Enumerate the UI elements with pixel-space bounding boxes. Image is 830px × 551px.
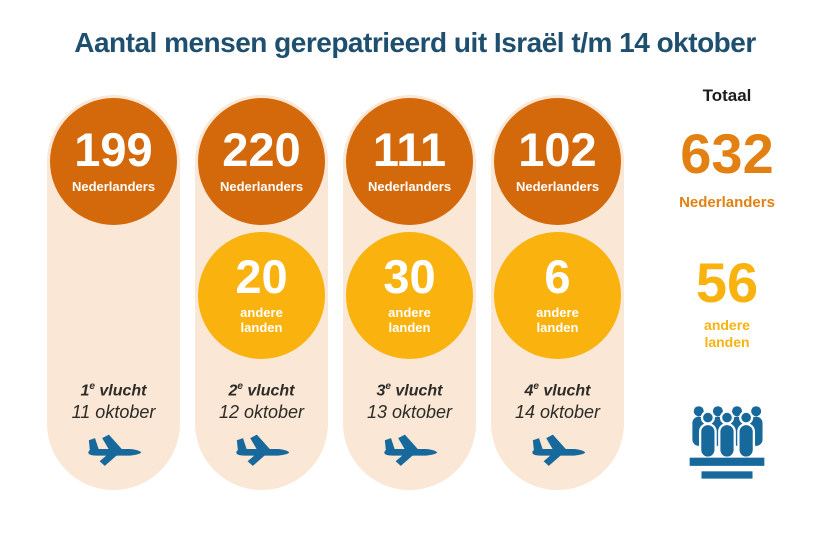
dutch-count: 220 bbox=[222, 123, 301, 177]
flight-columns: 199 Nederlanders 1e vlucht 11 oktober 22… bbox=[47, 95, 624, 490]
other-countries-circle: 20 andere landen bbox=[198, 232, 325, 359]
flight-ordinal-label: 3e vlucht bbox=[376, 380, 443, 399]
flight-ordinal-label: 2e vlucht bbox=[228, 380, 295, 399]
people-group-icon bbox=[689, 405, 765, 479]
total-dutch-label: Nederlanders bbox=[679, 194, 775, 211]
other-countries-label: andere landen bbox=[388, 305, 431, 336]
dutch-count: 111 bbox=[372, 123, 447, 177]
total-other-label: andere landen bbox=[704, 317, 750, 350]
dutch-count-label: Nederlanders bbox=[219, 178, 304, 194]
flight-info: 1e vlucht 11 oktober bbox=[72, 381, 156, 423]
flight-column-4: 102 Nederlanders 6 andere landen 4e vluc… bbox=[491, 95, 624, 490]
flight-info: 3e vlucht 13 oktober bbox=[367, 381, 452, 423]
flight-date: 14 oktober bbox=[514, 402, 601, 422]
flight-column-1: 199 Nederlanders 1e vlucht 11 oktober bbox=[47, 95, 180, 490]
plane-icon bbox=[383, 434, 437, 466]
dutch-count: 199 bbox=[74, 123, 153, 177]
dutch-count-circle: 220 Nederlanders bbox=[198, 98, 325, 225]
flight-ordinal-label: 4e vlucht bbox=[524, 380, 591, 399]
page-title: Aantal mensen gerepatrieerd uit Israël t… bbox=[74, 27, 756, 58]
other-countries-count: 30 bbox=[383, 249, 436, 303]
dutch-count: 102 bbox=[518, 123, 597, 177]
flight-date: 11 oktober bbox=[71, 402, 156, 422]
dutch-count-label: Nederlanders bbox=[367, 178, 452, 194]
flight-info: 4e vlucht 14 oktober bbox=[515, 381, 600, 423]
other-countries-circle: 6 andere landen bbox=[494, 232, 621, 359]
totals-panel: Totaal 632 Nederlanders 56 andere landen bbox=[652, 86, 802, 493]
dutch-count-label: Nederlanders bbox=[71, 178, 156, 194]
flight-column-3: 111 Nederlanders 30 andere landen 3e vlu… bbox=[343, 95, 476, 490]
dutch-count-label: Nederlanders bbox=[515, 178, 600, 194]
flight-ordinal-label: 1e vlucht bbox=[80, 380, 147, 399]
other-countries-circle: 30 andere landen bbox=[346, 232, 473, 359]
other-countries-count: 6 bbox=[544, 249, 571, 303]
flight-date: 12 oktober bbox=[218, 402, 305, 422]
total-other-count: 56 bbox=[695, 251, 759, 314]
plane-icon bbox=[531, 434, 585, 466]
other-countries-count: 20 bbox=[235, 249, 288, 303]
flight-info: 2e vlucht 12 oktober bbox=[219, 381, 304, 423]
total-dutch-count: 632 bbox=[680, 122, 774, 185]
flight-column-2: 220 Nederlanders 20 andere landen 2e vlu… bbox=[195, 95, 328, 490]
dutch-count-circle: 199 Nederlanders bbox=[50, 98, 177, 225]
flight-date: 13 oktober bbox=[366, 402, 453, 422]
totals-heading: Totaal bbox=[702, 86, 752, 105]
other-countries-label: andere landen bbox=[240, 305, 283, 336]
other-countries-label: andere landen bbox=[536, 305, 579, 336]
dutch-count-circle: 102 Nederlanders bbox=[494, 98, 621, 225]
plane-icon bbox=[235, 434, 289, 466]
dutch-count-circle: 111 Nederlanders bbox=[346, 98, 473, 225]
plane-icon bbox=[87, 434, 141, 466]
